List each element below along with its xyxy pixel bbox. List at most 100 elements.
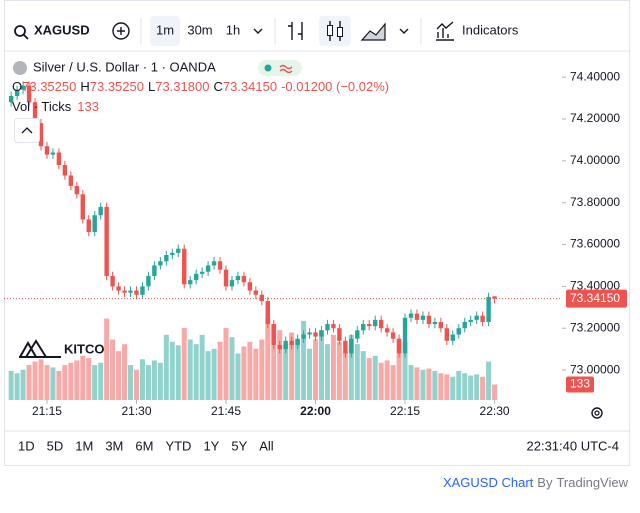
volume-bar <box>324 344 330 400</box>
market-open-dot <box>264 64 272 72</box>
volume-bar <box>199 334 205 400</box>
indicators-icon[interactable] <box>436 21 454 41</box>
candle-body <box>426 315 432 325</box>
range-button[interactable]: 1Y <box>203 438 219 453</box>
footer-link[interactable]: XAGUSD Chart <box>443 475 534 490</box>
candle-body <box>170 252 175 256</box>
volume-bar <box>74 360 80 400</box>
volume-bar <box>253 348 259 400</box>
dropdown-icon[interactable] <box>399 28 409 34</box>
volume-last-box <box>566 376 594 393</box>
footer-brand[interactable]: TradingView <box>556 475 628 490</box>
candles-icon[interactable] <box>327 25 333 36</box>
last-price-label: 73.34150 <box>570 291 620 305</box>
candle-body <box>74 185 80 195</box>
toolbar: XAGUSD 1m 30m 1h Indicators <box>14 16 519 46</box>
candle-body <box>253 290 259 295</box>
volume-bar <box>122 344 128 400</box>
volume-bar <box>360 351 366 400</box>
volume-last-label: 133 <box>570 377 590 391</box>
candle-body <box>331 324 336 329</box>
indicators[interactable]: Indicators <box>462 22 519 37</box>
volume-bar <box>301 320 307 400</box>
range-bar: 1D 5D 1M 3M 6M YTD 1Y 5Y All <box>18 438 274 453</box>
collapse-button[interactable] <box>14 118 40 143</box>
candle-body <box>98 206 103 216</box>
candle-body <box>343 340 348 354</box>
range-button[interactable]: 3M <box>105 438 123 453</box>
range-button[interactable]: All <box>259 438 274 453</box>
ohlc-key: H <box>80 79 89 94</box>
watermark-logo <box>19 339 61 358</box>
range-button[interactable]: 6M <box>135 438 153 453</box>
candle-body <box>140 286 145 295</box>
candle-body <box>193 273 199 281</box>
candle-body <box>8 95 14 103</box>
range-button[interactable]: 1M <box>75 438 93 453</box>
candle-body <box>462 321 467 329</box>
range-button[interactable]: YTD <box>165 438 191 453</box>
x-tick-label: 22:15 <box>390 404 420 418</box>
candle-body <box>283 340 288 350</box>
volume-bar <box>169 341 175 400</box>
volume-bar <box>474 374 480 400</box>
range-button[interactable]: 5D <box>47 438 64 453</box>
candle-body <box>62 165 68 176</box>
volume-bar <box>128 365 134 400</box>
y-tick-label: 73.60000 <box>570 237 620 251</box>
area-icon[interactable] <box>360 22 386 41</box>
volume-bar <box>157 362 163 400</box>
candle-body <box>104 206 109 276</box>
y-tick-label: 74.40000 <box>570 69 620 83</box>
candle-body <box>277 344 282 350</box>
volume-bar <box>38 359 44 400</box>
symbol-logo <box>13 61 27 75</box>
interval[interactable]: 1m <box>156 22 174 37</box>
add-icon[interactable] <box>112 22 130 40</box>
candle-body <box>384 328 390 333</box>
candle-body <box>187 280 193 285</box>
clock: 22:31:40 UTC-4 <box>527 438 620 453</box>
volume-bar <box>145 365 151 400</box>
x-tick-label: 22:30 <box>480 404 510 418</box>
candle-body <box>86 219 91 232</box>
interval[interactable]: 1h <box>226 22 240 37</box>
interval[interactable]: 30m <box>187 22 212 37</box>
candle-body <box>128 290 133 293</box>
volume-bar <box>86 358 92 400</box>
volume-bar <box>277 330 283 400</box>
candle-body <box>80 194 85 220</box>
volume-bar <box>318 330 324 400</box>
volume-legend-value: 133 <box>77 99 99 114</box>
candles-icon <box>337 27 343 37</box>
volume-bar <box>432 370 438 400</box>
volume-bar <box>247 341 253 400</box>
volume-bar <box>205 351 211 400</box>
candle-body <box>92 215 97 232</box>
dropdown-icon[interactable] <box>253 28 263 34</box>
candle-body <box>480 315 485 322</box>
candle-body <box>295 338 300 345</box>
volume-legend-label: Vol · Ticks <box>12 99 72 114</box>
volume-bar <box>229 337 235 400</box>
volume-bar <box>384 360 390 400</box>
legend: Silver / U.S. Dollar · 1 · OANDA O73.352… <box>12 59 389 143</box>
volume-bar <box>187 339 193 400</box>
volume-bar <box>98 362 104 400</box>
volume-bar <box>426 368 432 400</box>
ohlc-key: C <box>213 79 222 94</box>
volume-bar <box>116 351 122 400</box>
candle-body <box>325 324 330 331</box>
volume-bar <box>181 327 187 400</box>
settings-icon[interactable] <box>591 407 603 419</box>
symbol[interactable]: XAGUSD <box>34 22 90 37</box>
range-button[interactable]: 5Y <box>231 438 247 453</box>
candle-body <box>361 324 366 331</box>
range-button[interactable]: 1D <box>18 438 35 453</box>
volume-bar <box>336 341 342 400</box>
volume-bar <box>438 373 444 400</box>
bars-icon[interactable] <box>288 22 303 40</box>
volume-bar <box>289 332 295 400</box>
candle-body <box>110 275 115 287</box>
